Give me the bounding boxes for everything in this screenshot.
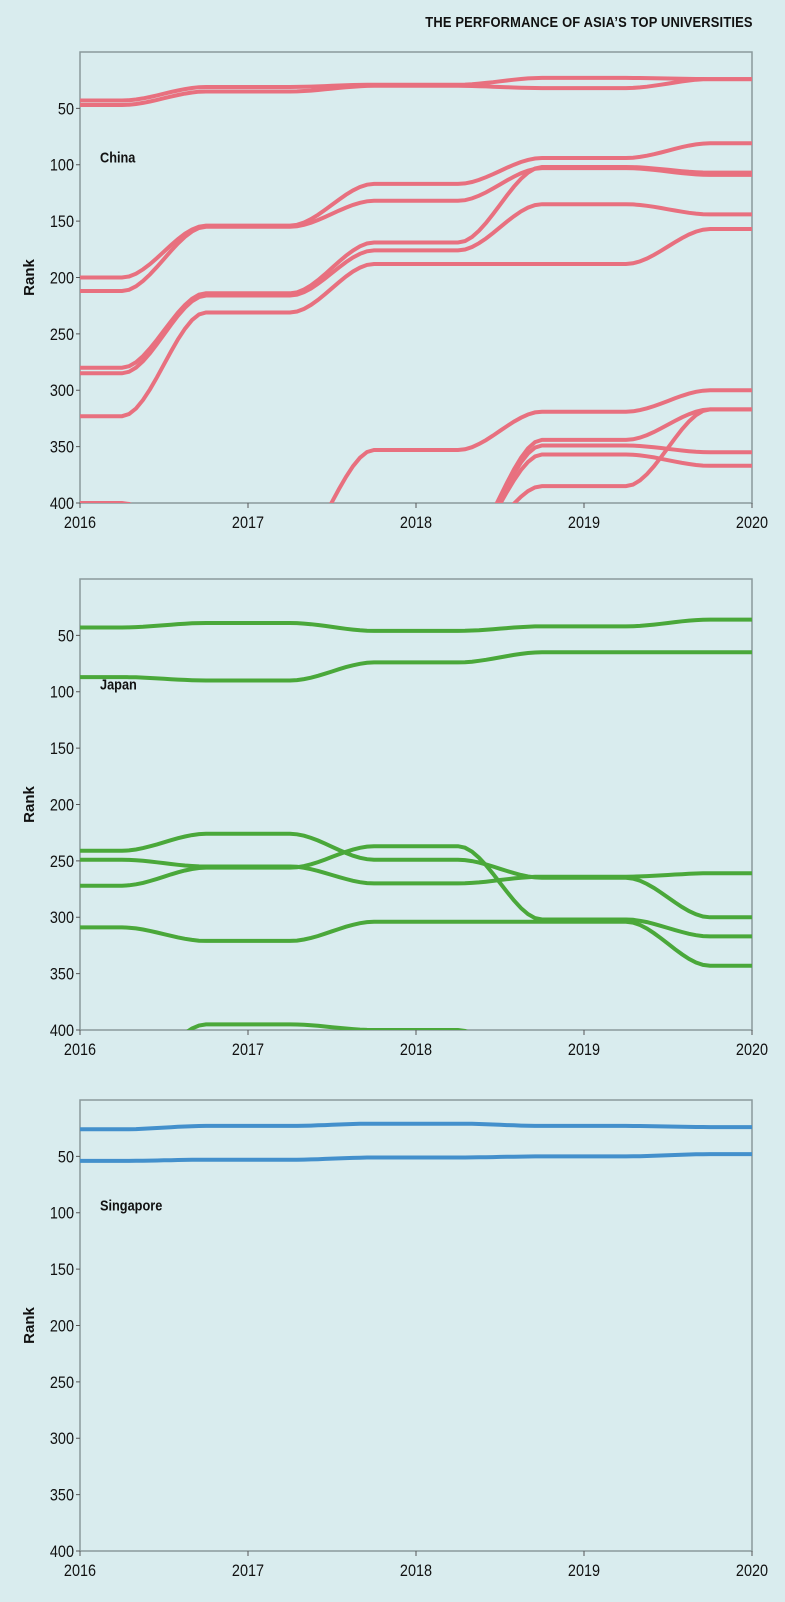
y-tick-label: 150 [50,213,74,231]
x-tick-label: 2017 [232,1041,264,1059]
x-tick-label: 2019 [568,514,600,532]
series-line [80,857,752,886]
series-line [511,407,752,503]
x-tick-label: 2017 [232,514,264,532]
x-tick-label: 2018 [400,1562,432,1580]
series-line [80,165,752,370]
series-line [80,77,752,107]
y-tick-label: 300 [50,909,74,927]
series-line [329,388,752,503]
series-line [494,407,752,503]
y-tick-label: 250 [50,1374,74,1392]
y-tick-label: 250 [50,853,74,871]
y-tick-label: 350 [50,1487,74,1505]
x-tick-label: 2017 [232,1562,264,1580]
series-line [498,452,752,503]
series-line [80,75,752,103]
y-axis-label: Rank [21,786,38,823]
x-tick-label: 2020 [736,1041,768,1059]
panel-label: Japan [100,676,137,693]
x-tick-label: 2019 [568,1562,600,1580]
panel-label: Singapore [100,1197,163,1214]
series-line [80,202,752,376]
y-tick-label: 50 [58,1148,74,1166]
y-axis-label: Rank [21,1307,38,1344]
plot-frame [79,578,753,1031]
x-tick-label: 2020 [736,1562,768,1580]
y-tick-label: 300 [50,1430,74,1448]
y-tick-label: 50 [58,627,74,645]
y-tick-label: 200 [50,1317,74,1335]
series-line [80,1121,752,1132]
y-tick-label: 200 [50,269,74,287]
x-tick-label: 2020 [736,514,768,532]
series-line [80,650,752,683]
series-line [80,831,752,920]
y-tick-label: 100 [50,1205,74,1223]
series-line [80,844,752,939]
series-line [80,227,752,419]
y-tick-label: 200 [50,796,74,814]
series-line [186,1022,468,1030]
y-tick-label: 400 [50,1543,74,1561]
x-tick-label: 2016 [64,1041,96,1059]
x-tick-label: 2019 [568,1041,600,1059]
series-line [80,1152,752,1163]
series-line [80,617,752,633]
chart-title: THE PERFORMANCE OF ASIA’S TOP UNIVERSITI… [425,14,753,31]
series-line [80,166,752,293]
y-tick-label: 100 [50,684,74,702]
series-line [80,919,752,968]
y-tick-label: 50 [58,100,74,118]
y-tick-label: 300 [50,382,74,400]
panel-label: China [100,149,136,166]
y-tick-label: 250 [50,326,74,344]
y-tick-label: 100 [50,157,74,175]
y-tick-label: 350 [50,966,74,984]
y-tick-label: 150 [50,740,74,758]
plot-frame [79,1099,753,1552]
y-tick-label: 400 [50,1022,74,1040]
y-tick-label: 150 [50,1261,74,1279]
y-axis-label: Rank [21,259,38,296]
x-tick-label: 2016 [64,514,96,532]
x-tick-label: 2018 [400,1041,432,1059]
y-tick-label: 400 [50,495,74,513]
x-tick-label: 2018 [400,514,432,532]
series-line [495,443,752,503]
y-tick-label: 350 [50,439,74,457]
x-tick-label: 2016 [64,1562,96,1580]
